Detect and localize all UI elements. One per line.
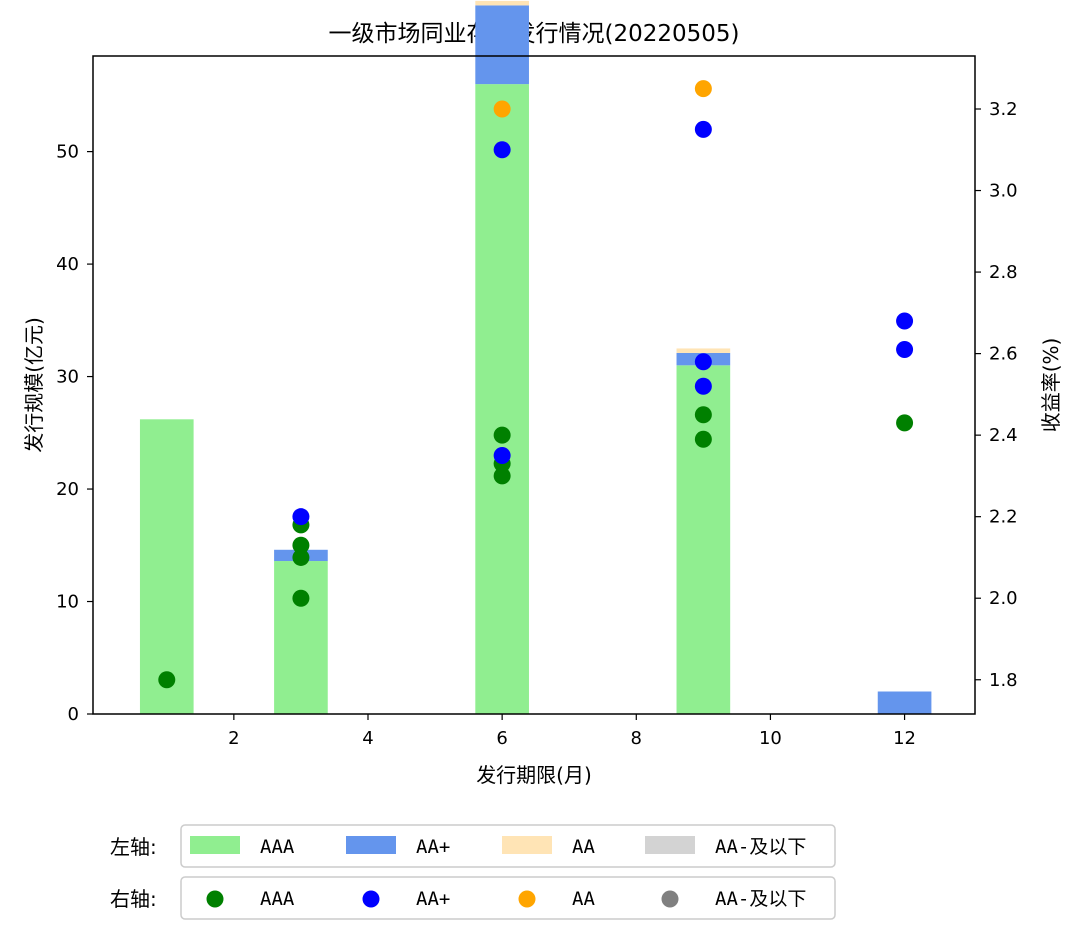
- legend-bar-swatch-AAA: [190, 836, 240, 854]
- y-axis-right-label: 收益率(%): [1039, 338, 1063, 433]
- bar-AA-9: [676, 348, 731, 353]
- legend-scatter-label: AAA: [260, 888, 295, 910]
- scatter-point-AAA: [493, 467, 511, 485]
- scatter-point-AA+: [694, 353, 712, 371]
- legend-bar-swatch-AA+: [346, 836, 396, 854]
- scatter-point-AAA: [292, 548, 310, 566]
- bar-AAA-1: [139, 419, 194, 714]
- bar-AA-6: [475, 0, 529, 6]
- legend-bar-label: AA+: [416, 836, 450, 858]
- y-left-tick-label: 0: [68, 704, 79, 725]
- legend-scatter-marker-AA: [518, 890, 536, 908]
- y-left-tick-label: 10: [56, 592, 79, 613]
- scatter-point-AAA: [896, 414, 914, 432]
- legend-bar-label: AA: [572, 836, 595, 858]
- bar-AAA-9: [676, 365, 731, 714]
- x-tick-label: 4: [362, 728, 373, 749]
- legend-scatter: AAA AA+ AA AA-及以下: [206, 888, 806, 910]
- scatter-point-AA+: [493, 447, 511, 465]
- legend-right-axis-label: 右轴:: [110, 887, 157, 911]
- scatter-point-AAA: [292, 536, 310, 554]
- y-right-tick-label: 2.8: [989, 262, 1018, 283]
- legend-bars: AAA AA+ AA AA-及以下: [190, 836, 806, 858]
- bar-AAA-3: [274, 561, 328, 714]
- x-tick-label: 12: [893, 728, 916, 749]
- y-left-tick-label: 40: [56, 254, 79, 275]
- y-right-tick-label: 3.0: [989, 181, 1018, 202]
- y-right-tick-label: 3.2: [989, 99, 1018, 120]
- legend-bar-label: AAA: [260, 836, 295, 858]
- legend-scatter-marker-AA+: [362, 890, 380, 908]
- y-left-tick-label: 30: [56, 367, 79, 388]
- x-tick-label: 2: [228, 728, 239, 749]
- x-axis: 2 4 6 8 10 12: [228, 714, 916, 749]
- scatter-point-AAA: [292, 589, 310, 607]
- scatter-point-AA+: [292, 508, 310, 526]
- plot-area: [139, 0, 932, 715]
- scatter-point-AA+: [493, 141, 511, 159]
- scatter-point-AA: [694, 80, 712, 98]
- scatter-point-AAA: [694, 430, 712, 448]
- y-right-tick-label: 2.4: [989, 425, 1018, 446]
- scatter-point-AAA: [694, 406, 712, 424]
- legend-scatter-label: AA+: [416, 888, 450, 910]
- x-tick-label: 6: [496, 728, 507, 749]
- y-left-tick-label: 50: [56, 142, 79, 163]
- scatter-point-AA+: [896, 312, 914, 330]
- legend-scatter-marker-AAA: [206, 890, 224, 908]
- x-tick-label: 10: [759, 728, 782, 749]
- legend-left-axis-label: 左轴:: [110, 835, 157, 859]
- y-right-tick-label: 1.8: [989, 670, 1018, 691]
- legend-bar-swatch-AA: [502, 836, 552, 854]
- y-axis-left-label: 发行规模(亿元): [22, 317, 46, 453]
- x-axis-label: 发行期限(月): [476, 763, 592, 787]
- legend-bar-swatch-AA-及以下: [645, 836, 695, 854]
- chart-title: 一级市场同业存单发行情况(20220505): [328, 21, 739, 47]
- legend-bar-label: AA-及以下: [715, 836, 806, 858]
- scatter-point-AAA: [158, 671, 176, 689]
- scatter-point-AA+: [896, 341, 914, 359]
- y-right-tick-label: 2.0: [989, 588, 1018, 609]
- plot-frame: [92, 55, 976, 715]
- x-tick-label: 8: [631, 728, 642, 749]
- scatter-point-AA: [493, 100, 511, 118]
- legend-scatter-box: [180, 876, 836, 920]
- bar-AA+-12: [877, 691, 932, 714]
- bar-AAA-6: [475, 84, 529, 715]
- y-axis-right: 1.8 2.0 2.2 2.4 2.6 2.8 3.0 3.2: [975, 99, 1018, 691]
- y-axis-left: 0 10 20 30 40 50: [56, 142, 93, 725]
- scatter-point-AA+: [694, 377, 712, 395]
- scatter-point-AA+: [694, 120, 712, 138]
- legend-scatter-label: AA: [572, 888, 595, 910]
- legend-scatter-marker-AA-及以下: [661, 890, 679, 908]
- y-right-tick-label: 2.2: [989, 507, 1018, 528]
- scatter-point-AAA: [493, 426, 511, 444]
- legend-scatter-label: AA-及以下: [715, 888, 806, 910]
- y-left-tick-label: 20: [56, 479, 79, 500]
- bar-AA+-6: [475, 5, 529, 85]
- y-right-tick-label: 2.6: [989, 344, 1018, 365]
